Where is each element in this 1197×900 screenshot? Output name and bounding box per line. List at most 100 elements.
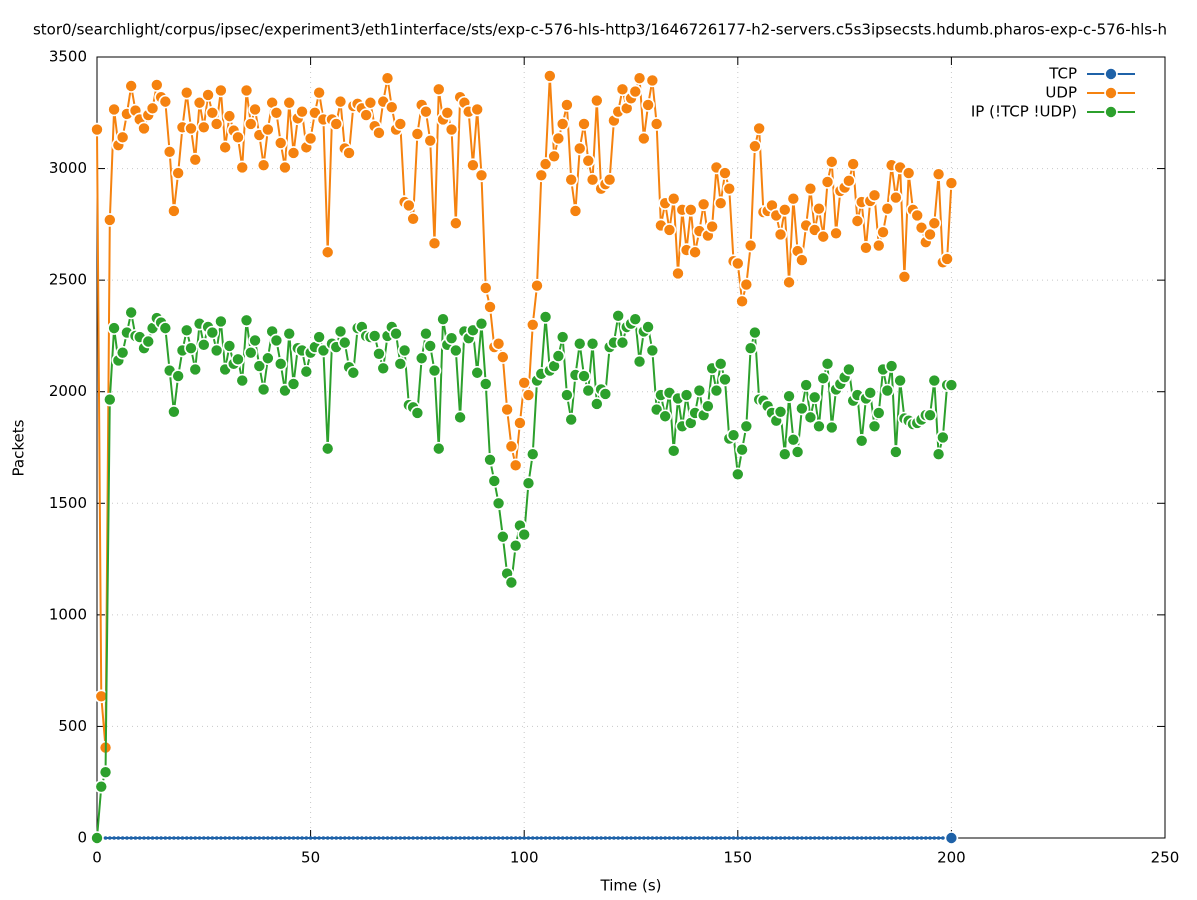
data-point: [526, 836, 531, 840]
data-point: [872, 836, 877, 840]
data-point: [466, 836, 471, 840]
data-point: [223, 836, 227, 840]
data-point: [829, 226, 843, 241]
data-point: [445, 836, 450, 840]
data-point: [444, 331, 459, 345]
data-point: [539, 836, 544, 840]
data-point: [824, 420, 839, 435]
data-point: [256, 158, 271, 173]
data-point: [504, 575, 519, 590]
data-point: [444, 122, 459, 137]
data-point: [803, 181, 818, 196]
series: [90, 69, 959, 755]
data-point: [508, 538, 523, 553]
data-point: [944, 831, 959, 845]
data-point: [581, 153, 596, 168]
data-point: [585, 172, 600, 187]
data-point: [671, 836, 676, 840]
data-point: [812, 836, 817, 840]
data-point: [257, 836, 262, 840]
data-point: [219, 836, 223, 840]
data-point: [286, 377, 301, 391]
data-point: [726, 428, 741, 443]
data-point: [427, 363, 442, 378]
data-point: [248, 836, 253, 840]
data-point: [394, 836, 398, 840]
data-point: [645, 343, 660, 358]
data-point: [897, 269, 912, 284]
data-point: [483, 300, 497, 314]
data-point: [629, 836, 633, 840]
data-point: [739, 277, 754, 292]
data-point: [791, 836, 796, 840]
data-point: [380, 71, 395, 85]
data-point: [359, 108, 373, 122]
data-point: [243, 345, 258, 360]
data-point: [599, 836, 603, 840]
data-point: [227, 836, 232, 840]
data-point: [414, 351, 429, 366]
legend-label: IP (!TCP !UDP): [971, 103, 1077, 121]
data-point: [256, 382, 271, 397]
data-point: [167, 836, 172, 840]
data-point: [201, 88, 215, 102]
y-tick-label: 1000: [49, 605, 87, 623]
data-point: [876, 225, 890, 239]
data-point: [666, 191, 681, 206]
data-point: [817, 836, 821, 840]
data-point: [146, 836, 151, 840]
data-point: [320, 245, 335, 260]
data-point: [628, 312, 643, 326]
data-point: [753, 836, 757, 840]
data-point: [150, 836, 155, 840]
data-point: [431, 82, 446, 97]
data-point: [419, 836, 424, 840]
data-point: [692, 383, 707, 398]
data-point: [628, 84, 643, 99]
data-point: [880, 383, 895, 398]
data-point: [799, 378, 813, 392]
data-point: [410, 406, 425, 420]
data-point: [184, 341, 198, 356]
data-point: [889, 836, 894, 840]
data-point: [129, 836, 133, 840]
data-point: [790, 445, 805, 459]
data-point: [607, 836, 612, 840]
data-point: [740, 836, 744, 840]
data-point: [286, 146, 301, 160]
data-point: [932, 836, 937, 840]
data-point: [834, 836, 838, 840]
data-point: [466, 158, 480, 173]
data-point: [718, 372, 732, 387]
data-point: [94, 779, 109, 794]
data-point: [513, 416, 527, 430]
data-point: [842, 174, 856, 188]
data-point: [266, 836, 270, 840]
data-point: [385, 836, 390, 840]
y-axis-label: Packets: [10, 419, 28, 476]
data-point: [757, 836, 761, 840]
data-point: [488, 836, 492, 840]
data-point: [697, 836, 702, 840]
data-point: [321, 836, 326, 840]
data-point: [555, 117, 570, 131]
data-point: [107, 321, 121, 335]
data-point: [727, 836, 732, 840]
data-point: [842, 836, 847, 840]
data-point: [718, 836, 723, 840]
data-point: [598, 387, 613, 401]
legend-marker: [1104, 105, 1118, 119]
data-point: [820, 175, 835, 189]
data-point: [180, 836, 185, 840]
data-point: [569, 836, 573, 840]
data-point: [137, 836, 142, 840]
data-point: [329, 117, 344, 131]
data-point: [338, 836, 343, 840]
data-point: [300, 836, 304, 840]
data-point: [770, 836, 774, 840]
data-point: [478, 281, 493, 295]
data-point: [684, 836, 689, 840]
data-point: [816, 229, 831, 244]
data-point: [239, 313, 254, 328]
